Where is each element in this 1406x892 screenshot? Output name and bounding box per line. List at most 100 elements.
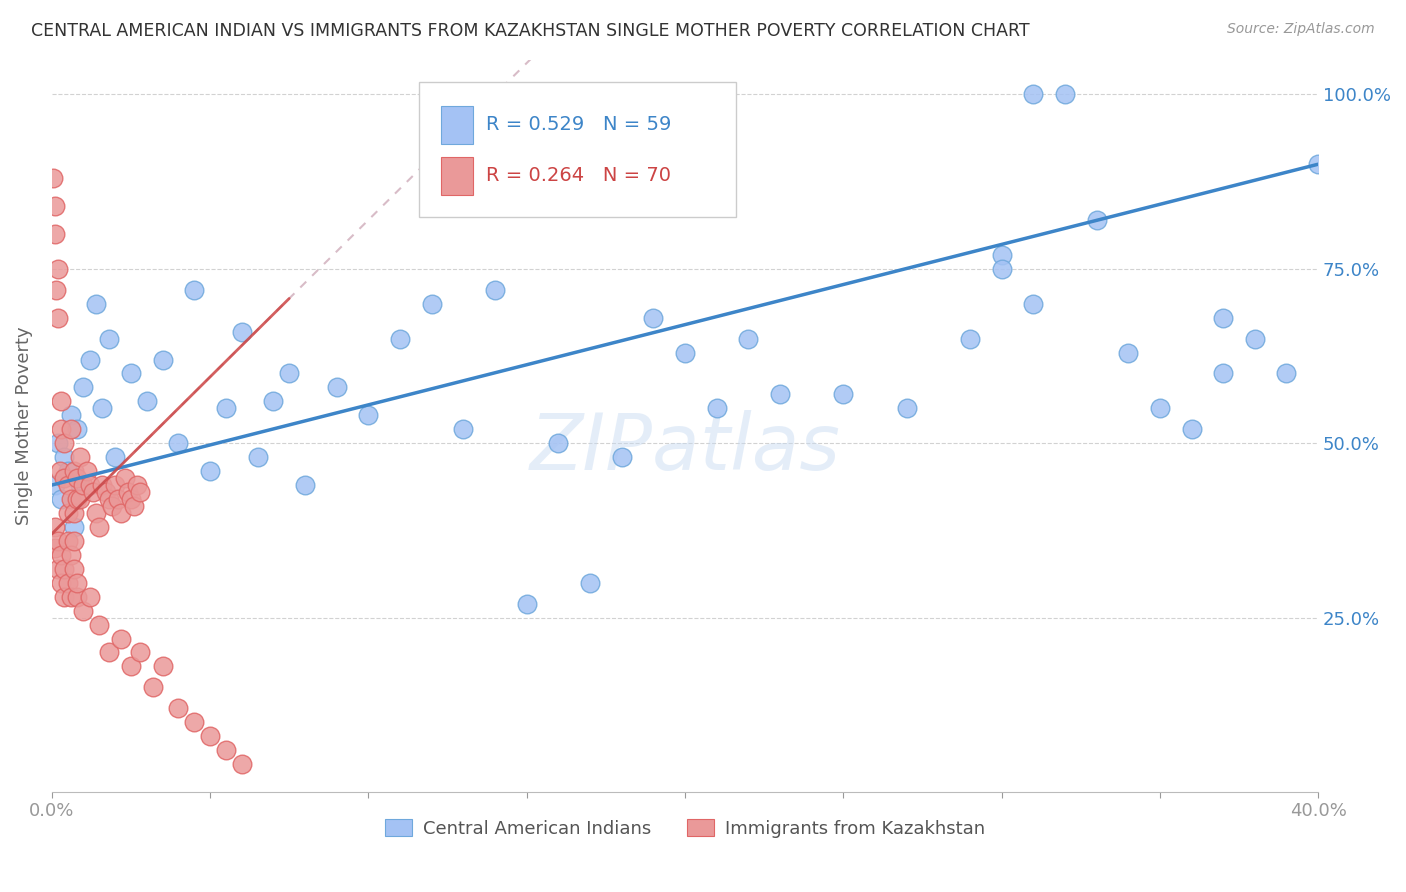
Point [84,296,107,310]
Point [97,645,120,659]
Point [53,436,76,450]
Point [53,562,76,576]
Point [516,597,538,611]
Point [59,422,82,436]
Point [44,520,66,534]
Point [1022,296,1045,310]
Point [990,248,1012,262]
Point [44,227,66,241]
Point [990,261,1012,276]
FancyBboxPatch shape [419,81,735,217]
Point [63,533,86,548]
Point [673,345,696,359]
Point [325,380,347,394]
Point [91,478,114,492]
Point [66,590,89,604]
Point [120,491,142,506]
Point [610,450,633,465]
Point [246,450,269,465]
Point [1053,87,1076,102]
Point [215,401,238,416]
Point [1116,345,1139,359]
Point [63,562,86,576]
Point [167,701,190,715]
Point [63,464,86,478]
Point [66,575,89,590]
Point [262,394,284,409]
Point [53,450,76,465]
Point [42,171,65,186]
Point [110,632,132,646]
Point [167,436,190,450]
Point [51,548,73,562]
Point [959,332,981,346]
Point [66,491,89,506]
Point [278,367,301,381]
Point [46,261,69,276]
Point [53,471,76,485]
Point [51,491,73,506]
Point [129,645,152,659]
Point [48,464,70,478]
Text: ZIPatlas: ZIPatlas [530,409,841,486]
Point [215,743,238,757]
Point [53,590,76,604]
Point [357,409,380,423]
Point [79,478,101,492]
Point [72,478,94,492]
Point [484,283,506,297]
Point [152,352,174,367]
Point [1275,367,1298,381]
Point [1180,422,1202,436]
Point [66,471,89,485]
Point [231,325,253,339]
Point [44,541,66,555]
Point [388,332,411,346]
Point [51,422,73,436]
Point [59,491,82,506]
Point [51,394,73,409]
FancyBboxPatch shape [440,106,474,144]
Point [72,380,94,394]
Point [101,499,124,513]
Point [198,464,221,478]
Point [122,499,145,513]
Y-axis label: Single Mother Poverty: Single Mother Poverty [15,326,32,525]
Point [56,575,79,590]
Point [1022,87,1045,102]
Point [66,422,89,436]
Point [56,533,79,548]
Point [127,478,149,492]
Point [420,296,443,310]
Point [69,491,91,506]
Point [896,401,918,416]
Point [79,352,101,367]
Text: R = 0.529   N = 59: R = 0.529 N = 59 [486,114,672,134]
Point [56,478,79,492]
Point [453,422,475,436]
Point [706,401,728,416]
Point [44,478,66,492]
Point [79,590,101,604]
Point [107,491,129,506]
Point [832,387,855,401]
Point [198,729,221,743]
Point [769,387,792,401]
Point [89,617,111,632]
Text: Source: ZipAtlas.com: Source: ZipAtlas.com [1227,22,1375,37]
Point [76,464,98,478]
Point [82,485,104,500]
FancyBboxPatch shape [440,157,474,195]
Point [120,367,142,381]
Point [59,548,82,562]
Point [183,715,205,730]
Point [46,310,69,325]
Point [1212,367,1234,381]
Point [114,471,136,485]
Point [1308,157,1330,171]
Point [97,491,120,506]
Point [63,506,86,520]
Legend: Central American Indians, Immigrants from Kazakhstan: Central American Indians, Immigrants fro… [378,812,993,846]
Point [59,409,82,423]
Point [46,533,69,548]
